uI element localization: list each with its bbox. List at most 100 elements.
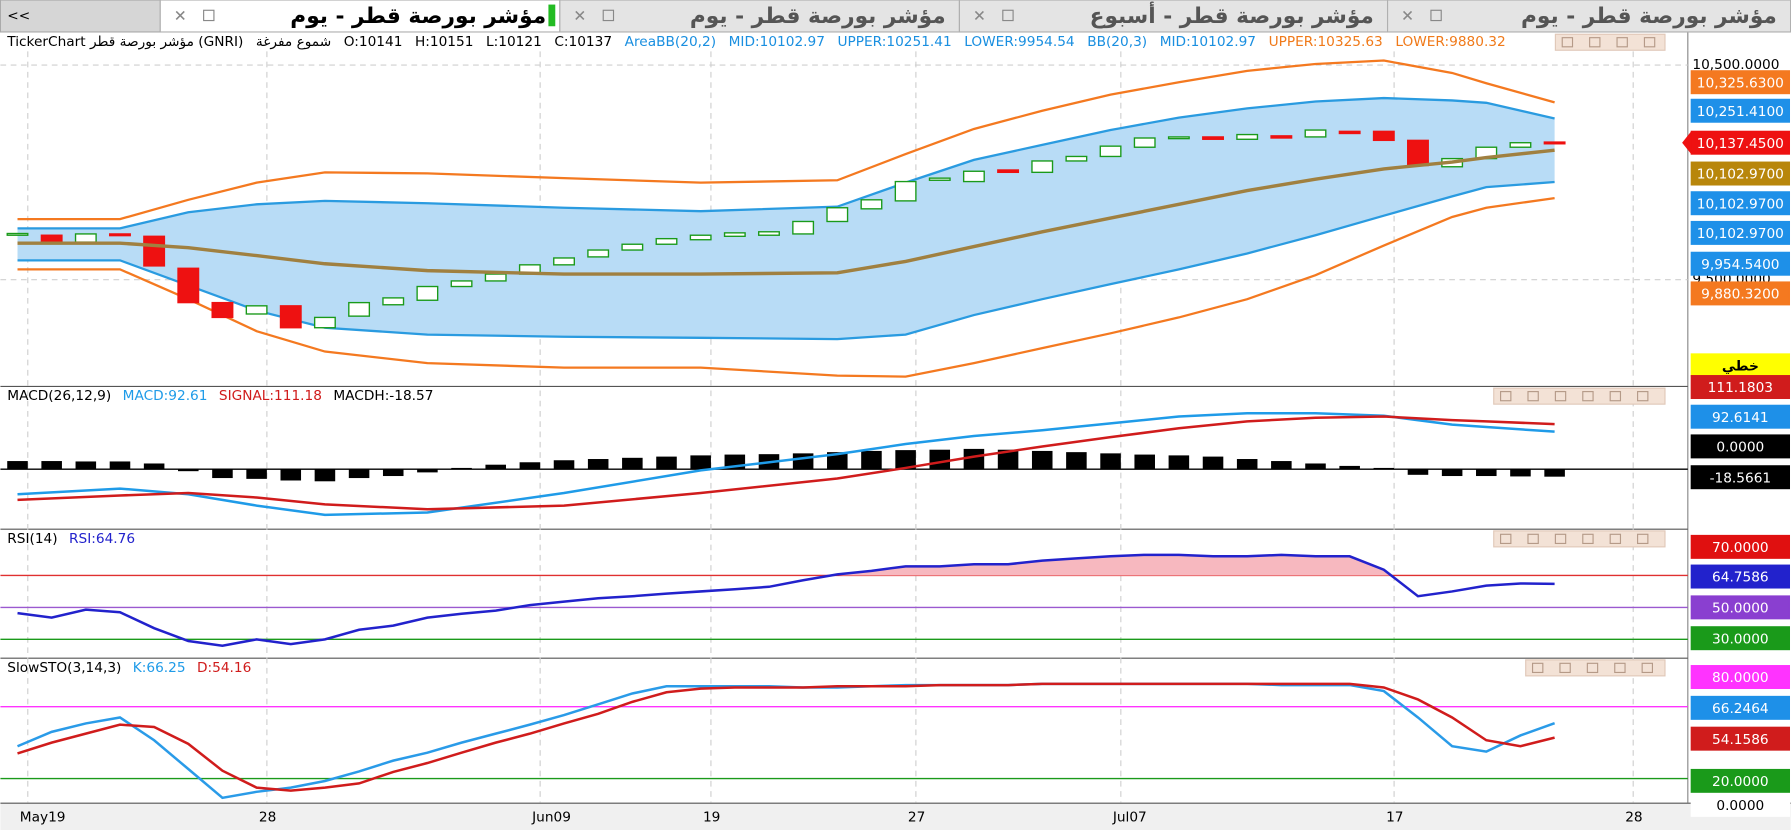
panel-toolbar[interactable] [1525,659,1666,677]
histogram-bar [963,448,985,470]
toolbar-button[interactable] [1637,391,1649,402]
value-tag [1690,161,1791,186]
value-tag-label: 10,102.9700 [1697,167,1784,183]
histogram-bar [75,461,97,470]
value-tag-label: 80.0000 [1712,670,1769,686]
panel-toolbar[interactable] [1493,530,1666,548]
histogram-bar [1339,465,1360,470]
toolbar-button[interactable] [1582,533,1594,545]
tab[interactable] [559,0,961,33]
band-mid-line [17,148,1555,276]
tab-back-button[interactable] [0,0,161,33]
value-tag [1690,595,1791,620]
toolbar-button[interactable] [1531,662,1544,674]
candle [143,235,166,267]
toolbar-button[interactable] [1582,391,1594,402]
candle [450,280,473,288]
histogram-bar [246,469,267,479]
tab-title[interactable]: مؤشر بورصة قطر - يوم [1521,4,1777,29]
value-tag-label: 10,251.4100 [1697,104,1784,120]
histogram-bar [1510,469,1531,477]
tab-close[interactable] [175,10,185,20]
header-item: H:10151 [415,34,473,50]
toolbar-button[interactable] [1609,533,1622,545]
header-item: C:10137 [554,34,612,50]
value-tag [1690,768,1791,793]
x-tick-label: 28 [1625,809,1642,825]
tab-title[interactable]: مؤشر بورصة قطر - أسبوع [1090,1,1374,29]
toolbar-button[interactable] [1554,533,1567,545]
tab-title[interactable]: مؤشر بورصة قطر - يوم [290,4,546,29]
indicator-line [17,415,1555,511]
toolbar-button[interactable] [1559,662,1571,674]
toolbar-button[interactable] [1586,662,1599,674]
value-tag-label: 10,102.9700 [1697,226,1784,242]
x-tick-label: Jun09 [531,809,571,825]
toolbar-button[interactable] [1589,37,1601,48]
value-tag-label: 10,325.6300 [1697,75,1784,91]
value-tag [1690,564,1791,589]
indicator-line [17,553,1555,648]
tab-close[interactable] [1402,10,1413,20]
tab-icon[interactable] [1430,9,1442,22]
tab[interactable] [1386,0,1791,33]
tab[interactable] [958,0,1389,33]
candle [997,169,1020,174]
band-line [17,196,1555,378]
toolbar-button[interactable] [1500,391,1512,402]
tab-close[interactable] [974,10,984,20]
candle [1031,160,1054,174]
value-tag [1690,191,1791,216]
value-tag-label: 50.0000 [1712,601,1769,617]
histogram-bar [41,461,62,470]
candle [621,243,644,251]
histogram-bar [212,469,233,479]
toolbar-button[interactable] [1500,533,1512,545]
candle [1236,133,1259,140]
candle [6,232,29,236]
histogram-bar [1441,469,1463,477]
histogram-bar [451,467,472,470]
value-tag-label: 92.6141 [1712,410,1769,426]
header-item: BB(20,3) [1087,34,1147,50]
value-tag [1690,375,1791,400]
value-tag [1690,98,1791,123]
toolbar-button[interactable] [1614,662,1626,674]
panel-toolbar[interactable] [1554,33,1666,51]
toolbar-button[interactable] [1561,37,1574,48]
value-tag-label: 0.0000 [1716,440,1764,456]
y-tick-label: 10,500.0000 [1692,57,1779,73]
tab-close[interactable] [575,10,585,20]
histogram-bar [314,469,336,482]
candle [1543,141,1566,145]
histogram-bar [280,469,302,481]
toolbar-button[interactable] [1527,533,1539,545]
candle [40,234,63,243]
tab-icon[interactable] [1002,9,1014,22]
toolbar-button[interactable] [1616,37,1628,48]
tab-title[interactable]: مؤشر بورصة قطر - يوم [690,4,946,29]
value-tag [1690,626,1791,651]
toolbar-button[interactable] [1554,391,1567,402]
tab-icon[interactable] [602,9,615,22]
time-axis-area [0,802,1791,830]
histogram-bar [1271,461,1292,470]
panel-legend: K:66.25 [133,660,186,676]
panel-toolbar[interactable] [1493,387,1666,405]
candle [1407,139,1429,167]
value-tag [1690,792,1791,817]
tab-icon[interactable] [203,9,215,22]
toolbar-button[interactable] [1609,391,1622,402]
candle [382,297,405,306]
toolbar-button[interactable] [1643,37,1656,48]
x-tick-label: Jul07 [1112,809,1147,825]
tab-back-label[interactable]: << [7,8,30,24]
toolbar-button[interactable] [1641,662,1654,674]
toolbar-button[interactable] [1637,533,1649,545]
histogram-bar [656,456,677,470]
indicator-line [17,682,1555,792]
indicator-line [17,412,1555,517]
toolbar-button[interactable] [1527,391,1539,402]
value-tag [1690,404,1791,429]
panel-legend: RSI(14) [7,531,57,547]
